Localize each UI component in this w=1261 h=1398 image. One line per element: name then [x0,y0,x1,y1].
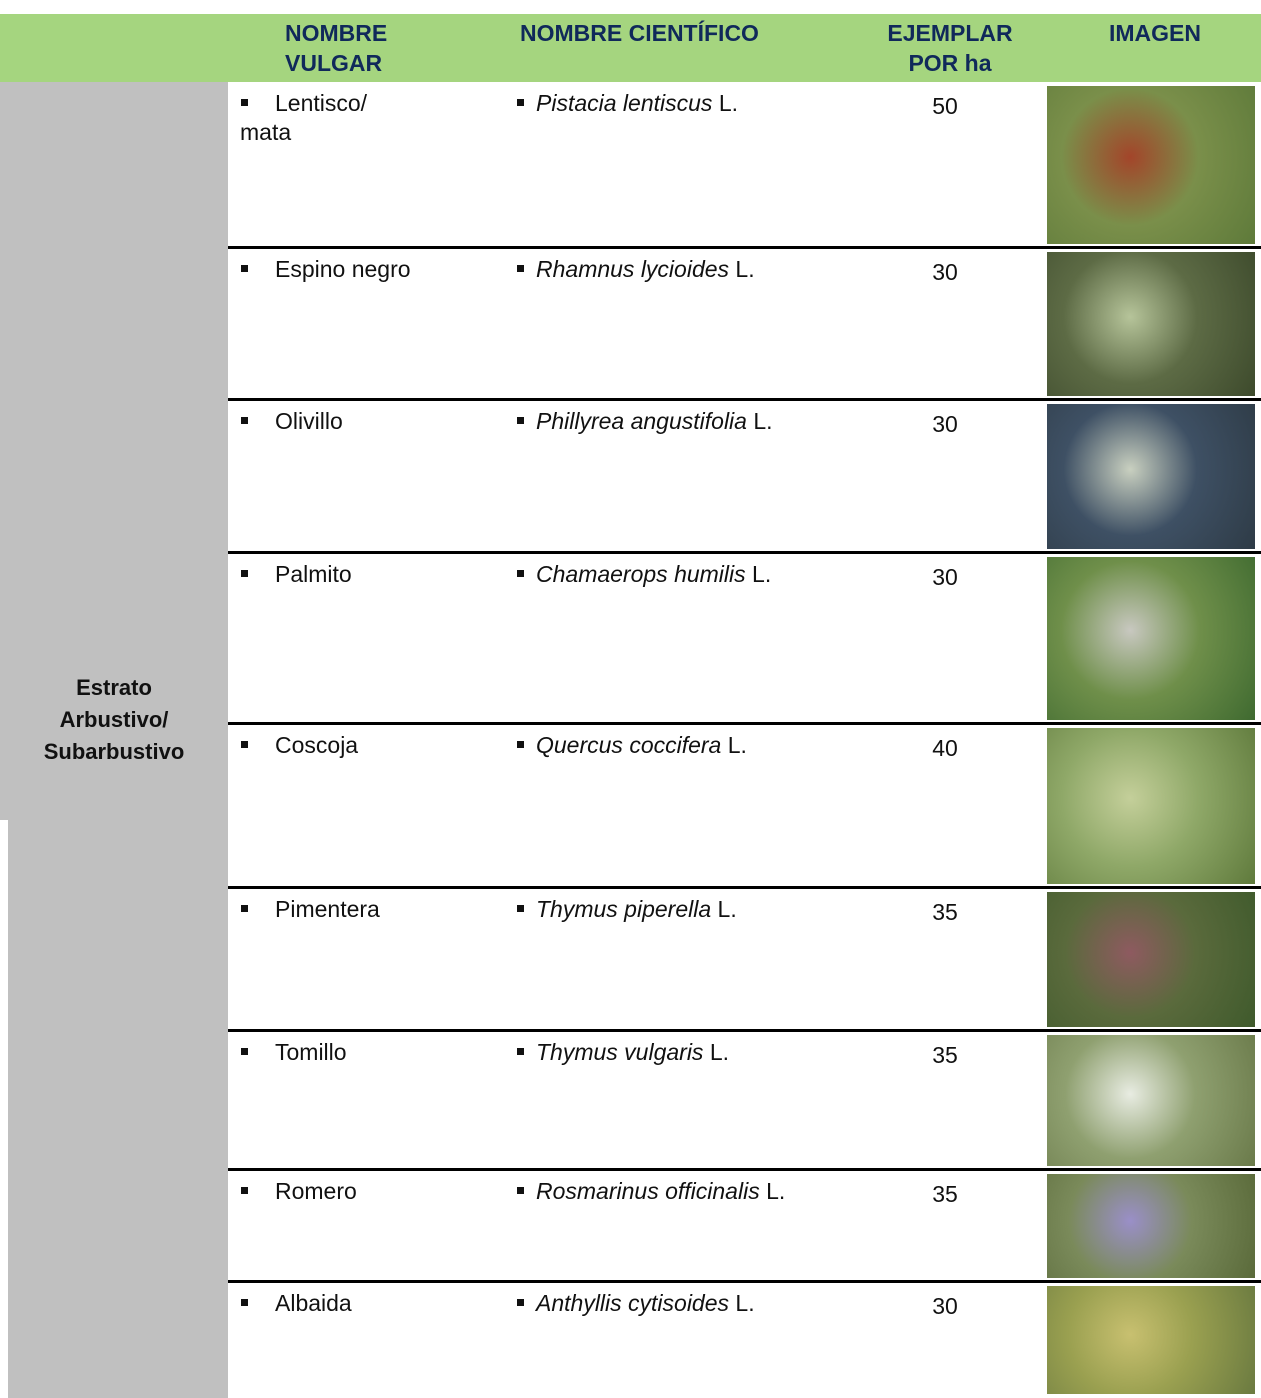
common-name: Coscoja [275,732,359,758]
species: Rhamnus lycioides [536,256,730,282]
row-separator [228,1168,1261,1171]
group-gap [0,820,8,1398]
bullet [517,570,524,577]
species: Anthyllis cytisoides [536,1290,730,1316]
scientific-name: Anthyllis cytisoides L. [536,1289,866,1318]
row-separator [228,246,1261,249]
scientific-name: Chamaerops humilis L. [536,560,866,589]
header-cell: EJEMPLAR POR ha [887,20,1013,76]
author: L. [753,408,773,434]
bullet [241,1187,248,1194]
count: 35 [932,899,958,925]
count: 30 [932,411,958,437]
scientific-name: Rosmarinus officinalis L. [536,1177,866,1206]
plant-image [1047,1174,1255,1278]
bullet [517,1187,524,1194]
count: 35 [932,1042,958,1068]
header-cell: IMAGEN [1109,20,1201,46]
row-separator [228,1280,1261,1283]
scientific-name: Rhamnus lycioides L. [536,255,866,284]
bullet [517,99,524,106]
bullet [517,1299,524,1306]
scientific-name: Quercus coccifera L. [536,731,866,760]
plant-image [1047,892,1255,1027]
bullet [517,1048,524,1055]
count: 40 [932,735,958,761]
species: Rosmarinus officinalis [536,1178,760,1204]
bullet [241,741,248,748]
author: L. [735,256,755,282]
common-name: Romero [275,1178,357,1204]
bullet [517,265,524,272]
row-separator [228,551,1261,554]
scientific-name: Phillyrea angustifolia L. [536,407,866,436]
bullet [241,99,248,106]
author: L. [727,732,747,758]
species: Phillyrea angustifolia [536,408,747,434]
species: Pistacia lentiscus [536,90,713,116]
count: 30 [932,1293,958,1319]
row-separator [228,722,1261,725]
species: Chamaerops humilis [536,561,746,587]
common-name: Espino negro [275,256,411,282]
plant-image [1047,1035,1255,1166]
common-name: Pimentera [275,896,380,922]
bullet [517,905,524,912]
count: 35 [932,1181,958,1207]
group-label: Estrato Arbustivo/ Subarbustivo [43,675,185,764]
row-separator [228,1029,1261,1032]
count: 30 [932,259,958,285]
header-band [0,14,1261,82]
plant-image [1047,86,1255,244]
common-name: Palmito [275,561,352,587]
species: Thymus piperella [536,896,712,922]
author: L. [752,561,772,587]
header-cell: NOMBRE VULGAR [285,20,388,76]
common-name: Tomillo [275,1039,347,1065]
bullet [241,905,248,912]
row-separator [228,886,1261,889]
plant-image [1047,252,1255,396]
common-name: Olivillo [275,408,343,434]
scientific-name: Thymus vulgaris L. [536,1038,866,1067]
scientific-name: Pistacia lentiscus L. [536,89,866,118]
bullet [241,417,248,424]
plant-image [1047,728,1255,884]
author: L. [709,1039,730,1065]
author: L. [718,90,738,116]
row-separator [228,398,1261,401]
bullet [241,1048,248,1055]
species: Thymus vulgaris [536,1039,704,1065]
bullet [241,265,248,272]
author: L. [766,1178,786,1204]
common-name: Lentisco/ mata [240,90,368,145]
bullet [517,417,524,424]
common-name: Albaida [275,1290,352,1316]
header-cell: NOMBRE CIENTÍFICO [520,20,759,46]
plant-image [1047,404,1255,549]
bullet [241,570,248,577]
plant-image [1047,1286,1255,1394]
author: L. [735,1290,755,1316]
scientific-name: Thymus piperella L. [536,895,866,924]
count: 30 [932,564,958,590]
bullet [241,1299,248,1306]
species: Quercus coccifera [536,732,722,758]
group-cell [0,82,228,1398]
count: 50 [932,93,958,119]
plant-image [1047,557,1255,720]
bullet [517,741,524,748]
author: L. [717,896,737,922]
